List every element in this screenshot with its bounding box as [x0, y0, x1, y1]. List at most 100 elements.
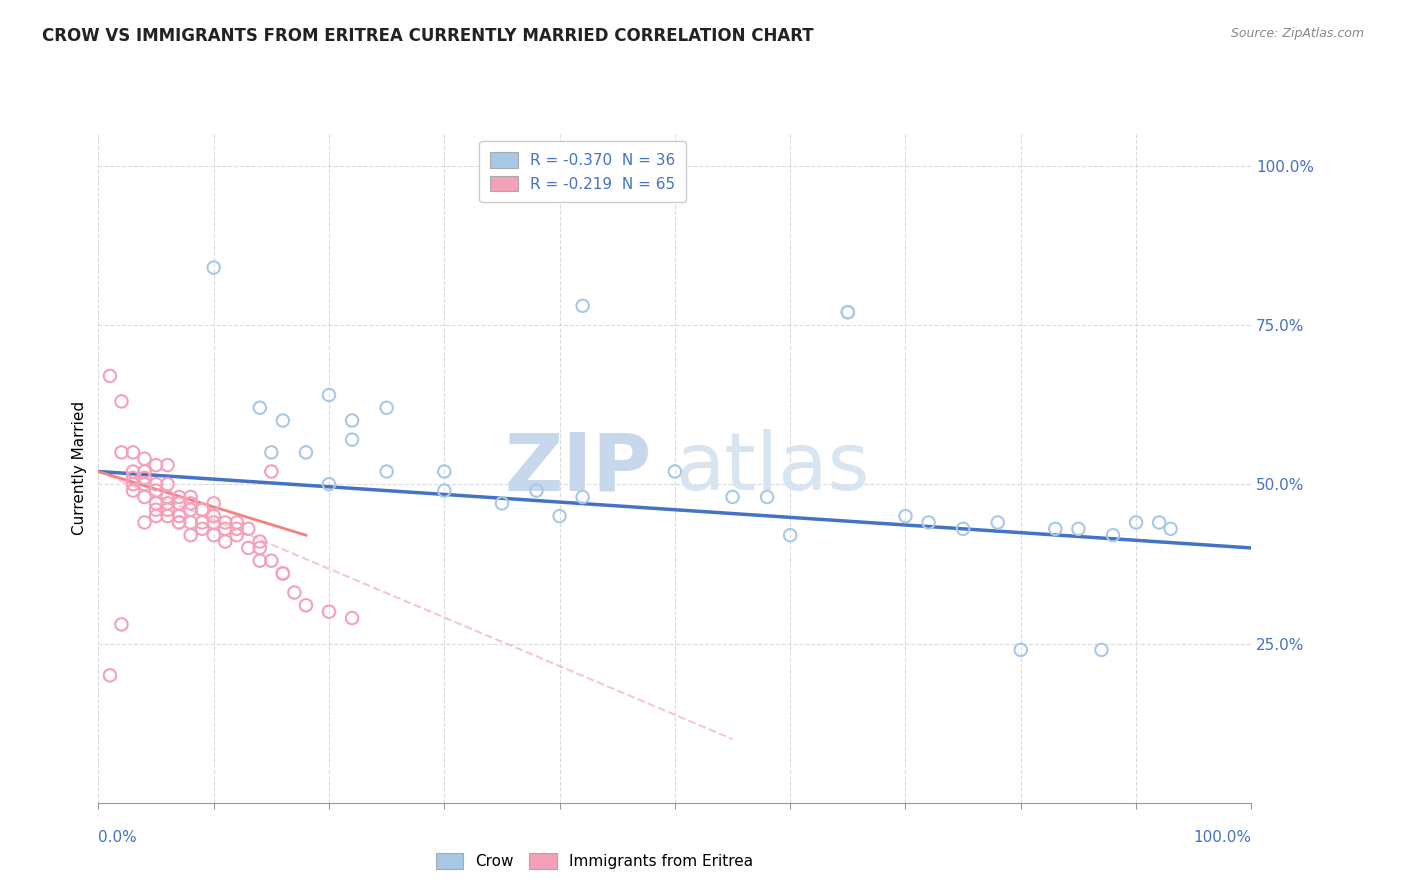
Point	[110, 394, 132, 409]
Point	[571, 490, 593, 504]
Point	[202, 496, 225, 510]
Point	[571, 299, 593, 313]
Point	[145, 496, 167, 510]
Point	[202, 509, 225, 524]
Point	[318, 605, 340, 619]
Point	[122, 465, 145, 479]
Point	[1067, 522, 1090, 536]
Point	[433, 465, 456, 479]
Point	[156, 490, 179, 504]
Point	[156, 477, 179, 491]
Point	[375, 401, 398, 415]
Y-axis label: Currently Married: Currently Married	[72, 401, 87, 535]
Point	[110, 445, 132, 459]
Point	[249, 541, 271, 555]
Point	[271, 566, 294, 581]
Point	[191, 516, 214, 530]
Point	[191, 502, 214, 516]
Point	[340, 433, 363, 447]
Point	[837, 305, 859, 319]
Point	[375, 465, 398, 479]
Point	[779, 528, 801, 542]
Point	[340, 611, 363, 625]
Point	[318, 477, 340, 491]
Point	[271, 566, 294, 581]
Point	[987, 516, 1010, 530]
Point	[134, 451, 156, 466]
Point	[180, 496, 202, 510]
Point	[225, 528, 247, 542]
Point	[134, 516, 156, 530]
Point	[1160, 522, 1182, 536]
Point	[167, 490, 190, 504]
Point	[122, 445, 145, 459]
Point	[548, 509, 571, 524]
Text: 0.0%: 0.0%	[98, 830, 138, 845]
Point	[180, 516, 202, 530]
Point	[214, 534, 236, 549]
Point	[134, 490, 156, 504]
Point	[1147, 516, 1170, 530]
Point	[271, 413, 294, 427]
Text: 100.0%: 100.0%	[1194, 830, 1251, 845]
Point	[145, 483, 167, 498]
Point	[145, 458, 167, 472]
Point	[122, 477, 145, 491]
Point	[156, 509, 179, 524]
Point	[433, 483, 456, 498]
Point	[340, 413, 363, 427]
Point	[1090, 643, 1112, 657]
Point	[180, 528, 202, 542]
Point	[491, 496, 513, 510]
Point	[145, 477, 167, 491]
Point	[214, 522, 236, 536]
Text: ZIP: ZIP	[505, 429, 652, 508]
Point	[837, 305, 859, 319]
Point	[1102, 528, 1125, 542]
Point	[260, 465, 283, 479]
Point	[180, 490, 202, 504]
Point	[122, 471, 145, 485]
Point	[202, 260, 225, 275]
Point	[145, 502, 167, 516]
Point	[167, 516, 190, 530]
Point	[156, 496, 179, 510]
Point	[249, 401, 271, 415]
Point	[122, 483, 145, 498]
Point	[917, 516, 939, 530]
Point	[134, 471, 156, 485]
Point	[260, 445, 283, 459]
Point	[225, 522, 247, 536]
Point	[156, 502, 179, 516]
Point	[191, 502, 214, 516]
Point	[1045, 522, 1067, 536]
Point	[167, 509, 190, 524]
Point	[134, 477, 156, 491]
Point	[238, 541, 260, 555]
Point	[167, 496, 190, 510]
Point	[238, 522, 260, 536]
Point	[225, 516, 247, 530]
Point	[1125, 516, 1147, 530]
Point	[295, 599, 318, 613]
Legend: Crow, Immigrants from Eritrea: Crow, Immigrants from Eritrea	[429, 847, 759, 875]
Point	[260, 554, 283, 568]
Point	[145, 509, 167, 524]
Point	[756, 490, 779, 504]
Point	[180, 502, 202, 516]
Point	[526, 483, 548, 498]
Point	[664, 465, 686, 479]
Point	[191, 522, 214, 536]
Point	[214, 516, 236, 530]
Point	[202, 528, 225, 542]
Point	[894, 509, 917, 524]
Point	[202, 516, 225, 530]
Point	[110, 617, 132, 632]
Point	[249, 534, 271, 549]
Point	[156, 458, 179, 472]
Text: CROW VS IMMIGRANTS FROM ERITREA CURRENTLY MARRIED CORRELATION CHART: CROW VS IMMIGRANTS FROM ERITREA CURRENTL…	[42, 27, 814, 45]
Point	[721, 490, 744, 504]
Point	[98, 668, 121, 682]
Point	[295, 445, 318, 459]
Point	[167, 516, 190, 530]
